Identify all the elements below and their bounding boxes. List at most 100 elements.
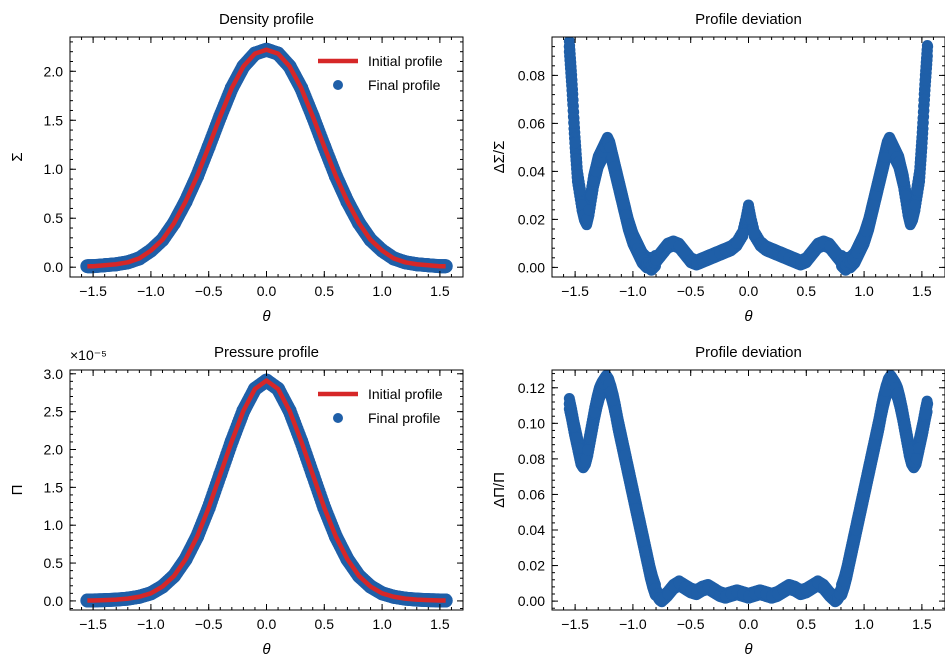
y-tick-label: 0.04	[518, 522, 545, 538]
x-tick-label: 0.0	[257, 283, 277, 299]
series-deviation-points	[563, 37, 934, 276]
chart-panel-2: Profile deviation −1.5 −1.0 −0.5 0.0 0.5 1.0 1.…	[491, 11, 945, 325]
chart-panel-1: Density profile −1.5 −1.0 −0.5 0.0 0.5 1.0 1.5 0…	[9, 11, 464, 325]
data-point	[915, 153, 927, 165]
data-point	[612, 417, 624, 429]
x-tick-label: −1.5	[79, 283, 107, 299]
x-axis-label: θ	[262, 308, 270, 325]
x-tick-label: 1.5	[430, 283, 450, 299]
y-tick-label: 0.0	[44, 593, 64, 609]
y-axis-label: Π	[9, 485, 26, 496]
data-point	[874, 170, 886, 182]
data-point	[644, 567, 656, 579]
series-initial-profile-line	[87, 47, 446, 269]
x-tick-label: 0.5	[797, 283, 817, 299]
x-tick-label: 1.0	[372, 616, 392, 632]
x-tick-label: 0.0	[739, 283, 759, 299]
data-point	[573, 442, 585, 454]
legend-label: Initial profile	[368, 53, 443, 69]
chart-title: Density profile	[219, 11, 314, 28]
data-point	[619, 449, 631, 461]
data-point	[897, 175, 909, 187]
data-point	[855, 503, 867, 515]
data-point	[563, 41, 575, 53]
series-initial-profile-line	[87, 378, 446, 603]
x-tick-label: −1.0	[619, 283, 647, 299]
y-tick-label: 3.0	[44, 366, 64, 382]
data-point	[628, 492, 640, 504]
data-point	[606, 151, 618, 163]
data-point	[589, 407, 601, 419]
x-tick-label: 1.0	[854, 616, 874, 632]
series-deviation-points	[563, 370, 934, 608]
data-point	[895, 165, 907, 177]
legend-label: Initial profile	[368, 386, 443, 402]
data-point	[570, 153, 582, 165]
data-point	[917, 421, 929, 433]
y-tick-label: 0.02	[518, 558, 545, 574]
data-point	[907, 209, 919, 221]
data-point	[568, 421, 580, 433]
y-tick-label: 0.06	[518, 486, 545, 502]
data-point	[867, 199, 879, 211]
y-tick-label: 0.0	[44, 259, 64, 275]
data-point	[574, 185, 586, 197]
legend: Initial profile Final profile	[318, 386, 443, 426]
data-point	[841, 567, 853, 579]
data-point	[914, 170, 926, 182]
data-point	[591, 396, 603, 408]
legend-marker-swatch	[333, 413, 343, 423]
y-tick-label: 2.5	[44, 404, 64, 420]
y-scale-offset-label: ×10⁻⁵	[70, 347, 107, 363]
legend-marker-swatch	[333, 80, 343, 90]
data-point	[582, 444, 594, 456]
data-point	[570, 432, 582, 444]
data-point	[588, 175, 600, 187]
data-point	[870, 189, 882, 201]
data-point	[623, 471, 635, 483]
y-tick-label: 1.5	[44, 112, 64, 128]
data-point	[862, 471, 874, 483]
data-point	[921, 57, 933, 69]
data-point	[563, 398, 575, 410]
x-tick-label: 1.5	[430, 616, 450, 632]
data-point	[583, 204, 595, 216]
y-tick-label: 0.00	[518, 593, 545, 609]
data-point	[873, 417, 885, 429]
data-point	[568, 117, 580, 129]
data-point	[871, 428, 883, 440]
data-point	[615, 189, 627, 201]
x-axis-label: θ	[744, 641, 752, 658]
y-tick-label: 2.0	[44, 441, 64, 457]
y-tick-label: 0.10	[518, 415, 545, 431]
data-point	[838, 576, 850, 588]
data-point	[605, 385, 617, 397]
data-point	[900, 189, 912, 201]
data-point	[911, 185, 923, 197]
data-point	[912, 442, 924, 454]
x-tick-label: −1.5	[79, 616, 107, 632]
data-point	[915, 432, 927, 444]
chart-title: Profile deviation	[695, 11, 802, 28]
data-point	[868, 439, 880, 451]
x-axis-label: θ	[262, 641, 270, 658]
data-point	[567, 93, 579, 105]
data-point	[618, 199, 630, 211]
y-axis-label: ΔΣ/Σ	[491, 141, 508, 174]
y-tick-label: 0.08	[518, 451, 545, 467]
data-point	[586, 419, 598, 431]
chart-title: Profile deviation	[695, 344, 802, 361]
data-point	[893, 156, 905, 168]
plot-area	[563, 37, 934, 276]
x-tick-label: 0.0	[739, 616, 759, 632]
data-point	[438, 259, 453, 274]
data-point	[621, 460, 633, 472]
data-point	[607, 394, 619, 406]
y-tick-label: 0.06	[518, 115, 545, 131]
legend-label: Final profile	[368, 77, 441, 93]
data-point	[852, 513, 864, 525]
data-point	[571, 170, 583, 182]
data-point	[894, 396, 906, 408]
x-tick-label: −1.0	[137, 616, 165, 632]
